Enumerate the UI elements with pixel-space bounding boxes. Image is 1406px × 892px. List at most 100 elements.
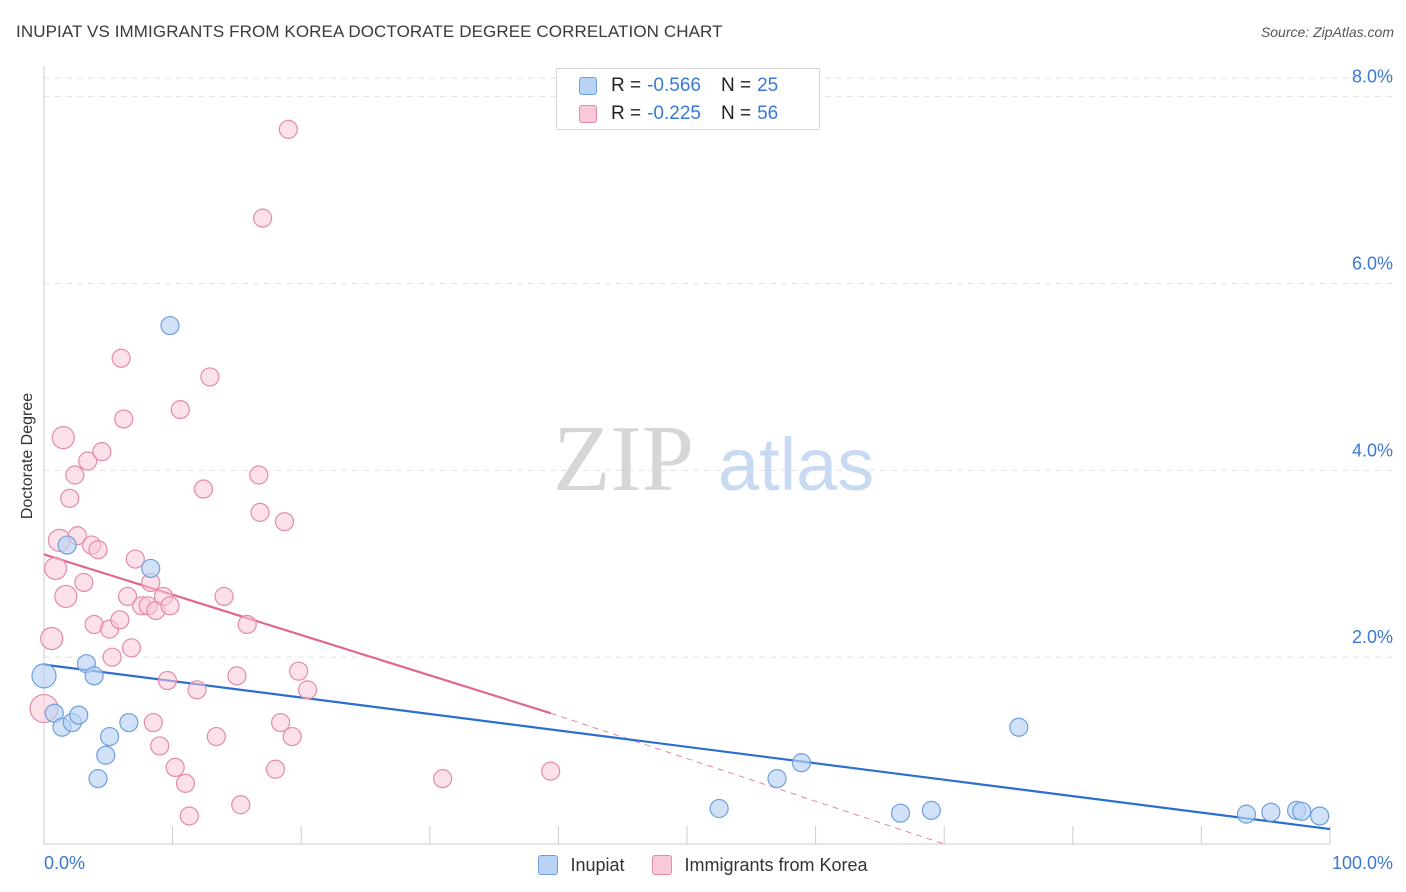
point-inupiat	[791, 753, 812, 773]
point-korea	[102, 647, 122, 667]
point-korea	[65, 465, 85, 485]
point-korea	[179, 806, 199, 826]
point-korea	[114, 409, 134, 429]
watermark-zip: ZIP	[553, 407, 694, 511]
gridlines	[44, 77, 1392, 658]
n-value: 25	[757, 75, 779, 96]
point-inupiat	[767, 769, 787, 789]
legend-item-inupiat[interactable]: Inupiat	[538, 855, 624, 876]
point-korea	[51, 426, 75, 450]
trend-line-inupiat	[43, 663, 1331, 831]
point-korea	[187, 680, 207, 700]
y-tick-label: 8.0%	[1352, 67, 1393, 87]
x-tick-label-min: 0.0%	[44, 853, 85, 873]
correlation-legend: R = -0.566 N = 25 R = -0.225 N = 56	[556, 68, 820, 130]
legend-label-inupiat: Inupiat	[570, 854, 625, 875]
point-korea	[150, 736, 170, 756]
y-tick-label: 2.0%	[1352, 627, 1393, 647]
point-korea	[541, 761, 561, 781]
point-inupiat	[1236, 804, 1257, 824]
y-tick-label: 4.0%	[1352, 440, 1393, 460]
point-korea	[231, 795, 251, 815]
point-korea	[160, 596, 180, 616]
point-inupiat	[141, 558, 161, 579]
point-korea	[265, 759, 286, 779]
point-korea	[110, 610, 130, 630]
r-value: -0.225	[647, 103, 701, 124]
trend-lines	[43, 553, 1331, 845]
point-korea	[250, 502, 270, 522]
korea-swatch	[579, 105, 597, 123]
n-label: N =	[720, 103, 752, 124]
point-korea	[433, 769, 453, 789]
x-tick-label-max: 100.0%	[1332, 853, 1393, 873]
inupiat-swatch	[579, 77, 597, 95]
point-inupiat	[160, 315, 180, 336]
point-inupiat	[119, 712, 139, 733]
point-korea	[111, 348, 131, 368]
r-value: -0.566	[647, 75, 701, 96]
source-label: Source: ZipAtlas.com	[1260, 24, 1394, 40]
point-inupiat	[99, 726, 120, 747]
point-korea	[214, 586, 234, 607]
point-korea	[237, 614, 257, 635]
legend-row-korea: R = -0.225 N = 56	[579, 101, 778, 127]
point-korea	[78, 451, 98, 471]
r-label: R =	[611, 103, 642, 124]
point-korea	[117, 586, 138, 607]
n-label: N =	[720, 75, 752, 96]
point-korea	[227, 666, 247, 686]
inupiat-swatch	[538, 855, 559, 875]
data-points	[29, 119, 1330, 826]
point-korea	[271, 712, 291, 733]
watermark-atlas: atlas	[718, 423, 874, 506]
trend-line-korea-extension	[550, 712, 945, 845]
point-korea	[206, 726, 226, 747]
point-inupiat	[709, 798, 729, 819]
point-inupiat	[1261, 802, 1281, 822]
point-korea	[92, 442, 112, 462]
n-value: 56	[757, 103, 779, 124]
korea-swatch	[652, 855, 673, 875]
point-inupiat	[1292, 801, 1312, 821]
point-korea	[60, 488, 80, 508]
point-inupiat	[96, 745, 116, 765]
point-korea	[170, 400, 190, 420]
point-korea	[200, 367, 220, 387]
point-korea	[125, 549, 145, 569]
point-korea	[298, 680, 318, 700]
point-korea	[193, 479, 214, 499]
point-korea	[157, 670, 178, 691]
point-korea	[54, 584, 78, 609]
point-korea	[253, 208, 273, 228]
point-inupiat	[31, 663, 57, 689]
point-korea	[249, 465, 269, 485]
point-inupiat	[1310, 806, 1330, 826]
y-tick-label: 6.0%	[1352, 254, 1393, 274]
point-korea	[289, 661, 309, 681]
point-korea	[43, 556, 68, 581]
chart-title: INUPIAT VS IMMIGRANTS FROM KOREA DOCTORA…	[16, 22, 723, 41]
legend-item-korea[interactable]: Immigrants from Korea	[652, 855, 868, 876]
point-korea	[165, 757, 185, 778]
point-korea	[143, 712, 163, 733]
point-korea	[121, 638, 142, 658]
point-inupiat	[88, 769, 108, 789]
point-korea	[274, 512, 295, 532]
point-inupiat	[57, 535, 77, 555]
point-inupiat	[890, 803, 911, 823]
point-inupiat	[921, 800, 941, 820]
point-korea	[88, 540, 108, 560]
point-korea	[282, 726, 302, 747]
point-korea	[74, 572, 94, 593]
point-korea	[175, 773, 196, 793]
trend-line-korea	[43, 553, 552, 715]
point-inupiat	[1009, 717, 1029, 737]
r-label: R =	[611, 75, 642, 96]
point-inupiat	[84, 666, 104, 686]
point-korea	[278, 119, 298, 139]
legend-row-inupiat: R = -0.566 N = 25	[579, 73, 778, 99]
tick-labels: 2.0% 4.0% 6.0% 8.0% 0.0% 100.0%	[44, 67, 1393, 873]
point-inupiat	[69, 705, 89, 725]
